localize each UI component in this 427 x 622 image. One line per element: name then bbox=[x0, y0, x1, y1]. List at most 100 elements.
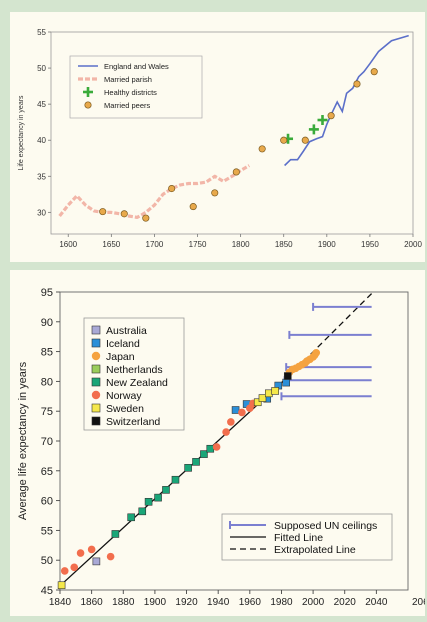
data-point bbox=[353, 80, 361, 88]
y-tick-label: 35 bbox=[37, 172, 46, 181]
data-point bbox=[283, 372, 292, 380]
x-tick-label: 1700 bbox=[146, 240, 164, 249]
legend-label: Switzerland bbox=[106, 416, 160, 428]
x-tick-label: 2040 bbox=[365, 597, 388, 608]
life-expectancy-england-chart: 30 35 40 45 50 55 1600 1650 1700 1750 1800 1850 1900… bbox=[18, 28, 422, 249]
x-tick-label: 1800 bbox=[232, 240, 250, 249]
x-tick-label: 1860 bbox=[81, 597, 104, 608]
data-point bbox=[76, 549, 85, 557]
data-point bbox=[258, 394, 267, 402]
data-point bbox=[138, 507, 147, 516]
data-point bbox=[189, 203, 197, 211]
legend-label: Healthy districts bbox=[104, 88, 157, 97]
x-tick-label: 2000 bbox=[404, 240, 422, 249]
y-tick-label: 95 bbox=[41, 287, 53, 299]
data-point bbox=[60, 567, 69, 575]
data-point bbox=[227, 418, 235, 426]
data-point bbox=[154, 493, 162, 502]
data-point bbox=[92, 557, 101, 566]
data-point bbox=[222, 428, 230, 436]
legend-swatch bbox=[91, 403, 101, 413]
un-ceiling bbox=[288, 330, 372, 339]
data-point bbox=[317, 115, 328, 126]
data-point bbox=[308, 124, 319, 135]
y-tick-label: 45 bbox=[41, 585, 53, 597]
y-tick-label: 75 bbox=[41, 406, 53, 418]
data-point bbox=[200, 450, 208, 458]
data-point bbox=[211, 189, 219, 197]
series-healthy-districts bbox=[283, 115, 328, 144]
y-tick-label: 55 bbox=[41, 525, 53, 537]
y-tick-label: 85 bbox=[41, 347, 53, 359]
series-married-peers bbox=[99, 68, 378, 222]
data-point bbox=[253, 398, 262, 407]
x-tick-label: 206 bbox=[412, 597, 425, 608]
chart-panel-top: 30 35 40 45 50 55 1600 1650 1700 1750 1800 1850 1900… bbox=[10, 12, 425, 262]
legend-swatch bbox=[83, 87, 93, 97]
legend-label: Australia bbox=[106, 325, 147, 337]
country-switzerland bbox=[283, 372, 292, 380]
data-point bbox=[87, 545, 96, 554]
x-tick-label: 1950 bbox=[361, 240, 379, 249]
un-ceiling bbox=[280, 392, 372, 401]
y-tick-label: 50 bbox=[37, 64, 46, 73]
y-tick-label: 80 bbox=[41, 376, 53, 388]
data-point bbox=[99, 208, 107, 216]
legend-swatch bbox=[91, 351, 101, 361]
legend-swatch bbox=[91, 364, 101, 374]
data-point bbox=[301, 136, 309, 144]
legend-label: Norway bbox=[106, 390, 142, 402]
data-point bbox=[312, 348, 321, 357]
data-point bbox=[238, 408, 246, 417]
data-point bbox=[171, 475, 180, 484]
data-point bbox=[168, 185, 176, 193]
country-sweden bbox=[57, 387, 279, 590]
legend-swatch bbox=[91, 416, 101, 426]
y-axis-title: Life expectancy in years bbox=[18, 95, 25, 171]
y-tick-label: 90 bbox=[41, 317, 53, 329]
data-point bbox=[271, 387, 279, 395]
legend-label: England and Wales bbox=[104, 62, 169, 71]
legend-swatch bbox=[91, 338, 101, 348]
data-point bbox=[120, 210, 128, 218]
chart-panel-bottom: 45 50 55 60 65 70 75 80 85 90 95 1840 1860 1880 1900 19… bbox=[10, 270, 425, 616]
x-tick-label: 1840 bbox=[49, 597, 72, 608]
data-point bbox=[106, 552, 115, 561]
data-point bbox=[258, 145, 266, 153]
y-tick-label: 30 bbox=[37, 208, 46, 217]
data-point bbox=[144, 497, 153, 506]
average-life-expectancy-chart: 45 50 55 60 65 70 75 80 85 90 95 1840 1860 1880 1900 19… bbox=[17, 287, 425, 608]
y-tick-label: 40 bbox=[37, 136, 46, 145]
y-tick-label: 70 bbox=[41, 436, 53, 448]
data-point bbox=[282, 378, 291, 387]
y-tick-label: 60 bbox=[41, 496, 53, 508]
data-point bbox=[184, 464, 192, 472]
x-tick-label: 2000 bbox=[302, 597, 325, 608]
data-point bbox=[280, 136, 288, 144]
data-point bbox=[265, 389, 273, 398]
data-point bbox=[192, 458, 200, 466]
data-point bbox=[142, 214, 150, 222]
y-tick-label: 45 bbox=[37, 100, 46, 109]
legend-label: Supposed UN ceilings bbox=[274, 520, 377, 532]
series-married-parish bbox=[58, 164, 251, 219]
legend-swatch bbox=[84, 101, 92, 109]
x-tick-label: 1850 bbox=[275, 240, 293, 249]
data-point bbox=[231, 406, 240, 414]
series-line bbox=[284, 34, 409, 167]
x-tick-label: 1900 bbox=[144, 597, 167, 608]
legend-swatch bbox=[91, 390, 101, 400]
data-point bbox=[206, 444, 215, 453]
series-england-and-wales bbox=[284, 34, 409, 167]
legend-label: Fitted Line bbox=[274, 532, 323, 544]
data-point bbox=[111, 530, 120, 538]
data-point bbox=[70, 563, 79, 572]
x-tick-label: 1650 bbox=[102, 240, 120, 249]
legend-box bbox=[83, 317, 185, 431]
x-tick-label: 1880 bbox=[112, 597, 135, 608]
country-new-zealand bbox=[111, 444, 215, 538]
data-point bbox=[327, 112, 335, 120]
y-tick-label: 50 bbox=[41, 555, 53, 567]
data-point bbox=[212, 443, 221, 451]
